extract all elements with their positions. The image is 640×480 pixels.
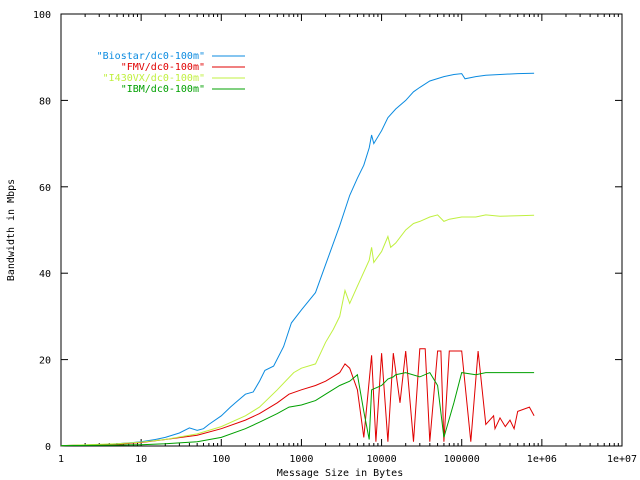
- legend: "Biostar/dc0-100m""FMV/dc0-100m""I430VX/…: [97, 51, 245, 95]
- legend-label: "Biostar/dc0-100m": [97, 51, 205, 62]
- legend-label: "IBM/dc0-100m": [121, 84, 205, 95]
- legend-label: "I430VX/dc0-100m": [103, 73, 205, 84]
- y-tick-label: 20: [39, 356, 51, 367]
- y-tick-label: 60: [39, 183, 51, 194]
- y-tick-label: 80: [39, 96, 51, 107]
- x-tick-label: 1e+06: [527, 454, 557, 465]
- x-tick-label: 10000: [367, 454, 397, 465]
- x-tick-label: 100000: [444, 454, 480, 465]
- series-line-3: [60, 214, 535, 447]
- y-tick-label: 100: [33, 10, 51, 21]
- series-layer: [60, 72, 535, 447]
- series-line-4: [60, 371, 535, 447]
- x-tick-label: 10: [135, 454, 147, 465]
- legend-label: "FMV/dc0-100m": [121, 62, 205, 73]
- x-axis-title: Message Size in Bytes: [277, 468, 403, 479]
- x-tick-label: 100: [212, 454, 230, 465]
- x-tick-label: 1: [58, 454, 64, 465]
- y-tick-label: 40: [39, 269, 51, 280]
- x-tick-label: 1000: [289, 454, 313, 465]
- y-axis-title: Bandwidth in Mbps: [6, 179, 17, 281]
- y-tick-label: 0: [45, 442, 51, 453]
- plot-frame: [60, 13, 623, 447]
- series-line-2: [60, 348, 535, 447]
- series-line-1: [60, 72, 535, 447]
- x-tick-label: 1e+07: [607, 454, 637, 465]
